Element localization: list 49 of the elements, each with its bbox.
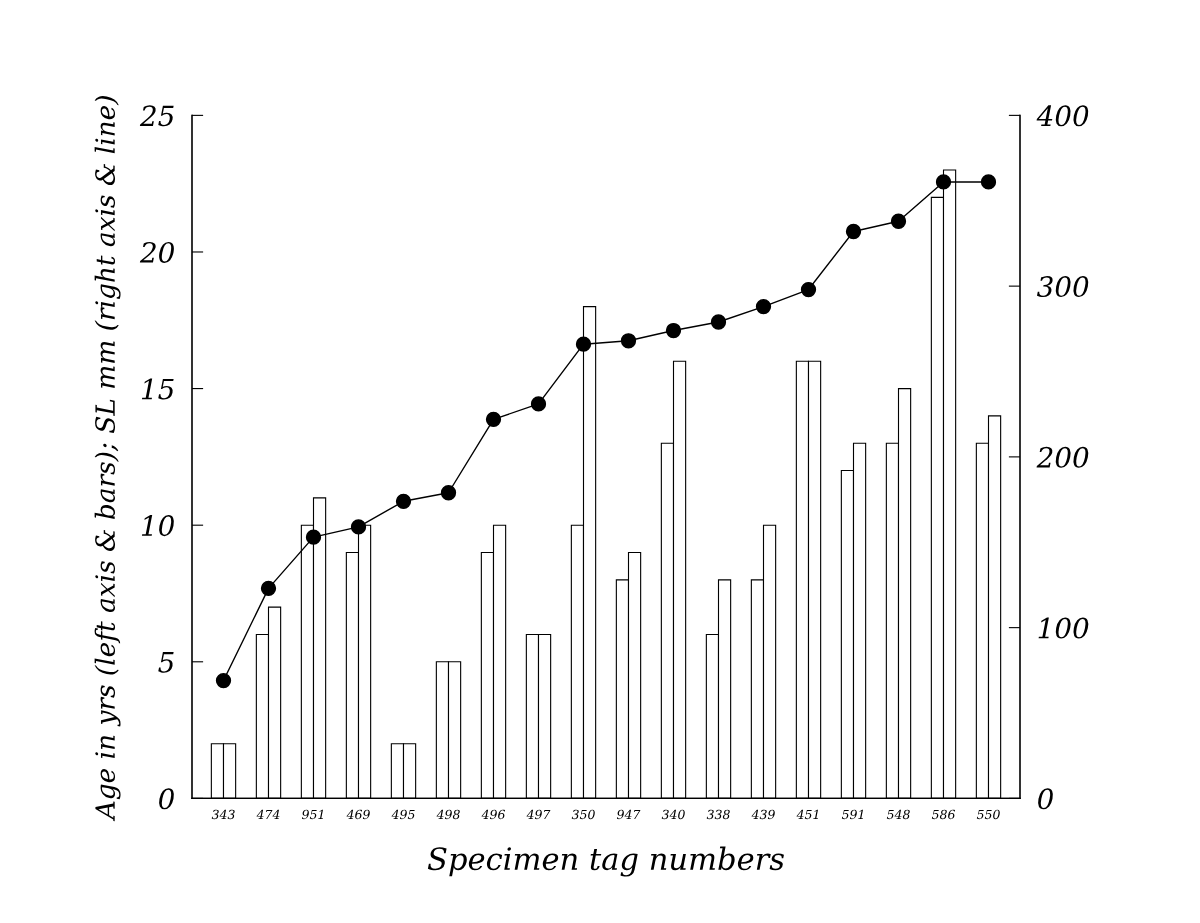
- x-tick-label: 350: [571, 809, 595, 820]
- x-tick-label: 550: [976, 809, 1000, 820]
- x-tick-label: 498: [436, 809, 460, 820]
- x-tick-label: 586: [931, 809, 956, 820]
- point: [395, 493, 412, 509]
- point: [665, 322, 682, 339]
- x-tick-label: 591: [841, 809, 863, 820]
- x-tick-label: 951: [301, 809, 323, 820]
- point: [260, 580, 277, 597]
- y2-tick-label: 0: [1038, 788, 1053, 810]
- point: [755, 298, 772, 315]
- x-tick-label: 439: [751, 809, 775, 820]
- x-tick-label: 497: [526, 809, 551, 820]
- point: [305, 529, 322, 545]
- y-tick-label: 15: [141, 378, 174, 400]
- point: [440, 485, 457, 501]
- point: [845, 223, 862, 240]
- x-tick-label: 343: [211, 809, 235, 820]
- x-tick-label: 495: [391, 809, 415, 820]
- y-tick-label: 25: [139, 105, 174, 127]
- x-tick-label: 548: [886, 809, 910, 820]
- x-tick-label: 338: [706, 809, 730, 820]
- y2-tick-label: 400: [1036, 105, 1089, 127]
- x-tick-label: 340: [661, 809, 685, 820]
- point: [215, 672, 232, 689]
- point: [575, 336, 592, 352]
- y-axis-title: Age in yrs (left axis & bars); SL mm (right axis & line): [94, 96, 121, 822]
- y2-tick-label: 300: [1037, 276, 1089, 298]
- point: [980, 174, 997, 190]
- y2-tick-label: 100: [1038, 617, 1089, 639]
- y-tick-label: 5: [158, 652, 174, 673]
- x-tick-label: 451: [796, 809, 818, 820]
- point: [350, 519, 367, 535]
- x-tick-label: 947: [616, 809, 641, 820]
- point: [620, 333, 637, 349]
- point: [800, 281, 817, 298]
- x-tick-label: 474: [256, 809, 280, 819]
- y-tick-label: 20: [139, 241, 174, 263]
- point: [935, 174, 952, 190]
- y2-tick-label: 200: [1036, 446, 1089, 468]
- point: [485, 411, 502, 427]
- x-tick-label: 496: [481, 809, 506, 820]
- x-axis-title: Specimen tag numbers: [427, 846, 784, 877]
- y-tick-label: 0: [159, 788, 174, 810]
- point: [530, 396, 547, 412]
- x-tick-label: 469: [346, 809, 370, 820]
- y-tick-label: 10: [141, 515, 174, 537]
- point: [890, 213, 907, 229]
- point: [710, 314, 727, 330]
